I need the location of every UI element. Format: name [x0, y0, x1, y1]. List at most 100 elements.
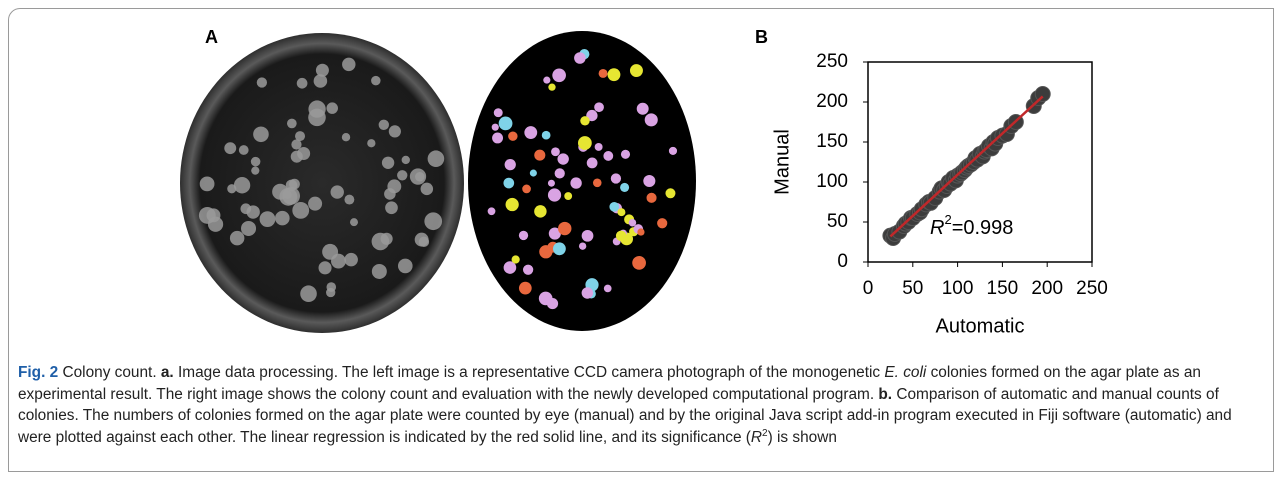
colony: [398, 259, 413, 274]
panel-label: A: [205, 27, 218, 47]
colony: [387, 179, 401, 193]
colony: [389, 125, 401, 137]
colony: [287, 119, 297, 129]
y-tick-label: 100: [816, 171, 848, 192]
colony-marker: [593, 178, 602, 187]
colony-marker: [657, 218, 667, 228]
colony: [251, 167, 259, 175]
y-tick-label: 250: [816, 51, 848, 72]
colony-marker: [543, 77, 550, 84]
colony-marker: [616, 231, 627, 242]
colony-marker: [570, 177, 581, 188]
caption-run: Fig. 2: [18, 364, 58, 381]
colony: [326, 288, 335, 297]
colony-marker: [599, 69, 608, 78]
colony-marker: [534, 150, 545, 161]
y-tick-label: 150: [816, 131, 848, 152]
processed-image: [468, 31, 696, 331]
colony-marker: [629, 219, 637, 227]
colony-marker: [558, 222, 571, 235]
colony: [275, 211, 290, 226]
colony-marker: [579, 242, 586, 249]
colony: [382, 157, 394, 169]
colony: [381, 233, 393, 245]
colony: [316, 64, 329, 77]
colony: [397, 170, 407, 180]
colony: [200, 177, 215, 192]
caption-run: b.: [878, 386, 892, 403]
colony: [385, 201, 398, 214]
colony: [251, 157, 261, 167]
y-tick-label: 0: [837, 251, 848, 272]
colony-marker: [645, 113, 658, 126]
colony-marker: [578, 136, 592, 150]
panel-label: B: [755, 27, 768, 47]
colony-marker: [608, 68, 621, 81]
colony-marker: [630, 64, 643, 77]
colony-marker: [574, 52, 586, 64]
colony-marker: [665, 188, 675, 198]
colony-marker: [617, 208, 625, 216]
colony: [402, 156, 410, 164]
colony: [322, 244, 338, 260]
colony: [234, 177, 250, 193]
colony-marker: [530, 170, 537, 177]
colony-marker: [564, 192, 572, 200]
colony: [350, 218, 358, 226]
y-tick-label: 200: [816, 91, 848, 112]
colony: [326, 102, 338, 114]
colony-marker: [492, 124, 499, 131]
colony-marker: [523, 265, 533, 275]
colony-marker: [506, 198, 519, 211]
colony-marker: [512, 255, 520, 263]
colony-marker: [548, 188, 561, 201]
colony: [257, 77, 267, 87]
colony: [424, 212, 442, 230]
colony: [371, 76, 380, 85]
colony: [291, 151, 303, 163]
colony-marker: [508, 131, 517, 140]
colony: [421, 183, 434, 196]
colony-marker: [519, 282, 532, 295]
colony: [372, 264, 387, 279]
caption: Fig. 2 Colony count. a. Image data proce…: [18, 362, 1266, 448]
colony: [428, 150, 445, 167]
colony-marker: [604, 285, 612, 293]
x-tick-label: 50: [902, 278, 923, 299]
colony: [415, 172, 425, 182]
colony-marker: [539, 292, 553, 306]
annotation-part: =0.998: [952, 217, 1014, 239]
colony: [253, 127, 269, 143]
colony: [319, 261, 332, 274]
colony-marker: [542, 131, 551, 140]
colony-marker: [595, 143, 603, 151]
colony: [300, 285, 317, 302]
colony-marker: [488, 207, 496, 215]
colony-marker: [524, 126, 537, 139]
colony-marker: [594, 102, 604, 112]
colony: [260, 211, 276, 227]
colony-marker: [519, 231, 528, 240]
caption-run: Colony count.: [58, 364, 161, 381]
colony-marker: [553, 242, 566, 255]
colony: [308, 197, 322, 211]
colony: [342, 58, 355, 71]
colony-marker: [611, 173, 621, 183]
colony-marker: [499, 117, 513, 131]
colony-marker: [643, 175, 655, 187]
annotation-part: R: [930, 217, 944, 239]
colony: [292, 202, 309, 219]
colony: [344, 195, 354, 205]
caption-run: R: [751, 429, 762, 446]
colony-marker: [548, 180, 555, 187]
colony-marker: [580, 116, 589, 125]
colony: [342, 133, 350, 141]
x-axis-label: Automatic: [936, 315, 1025, 337]
colony: [367, 139, 375, 147]
colony-marker: [620, 183, 629, 192]
colony-marker: [669, 147, 677, 155]
colony-marker: [492, 133, 503, 144]
regression-line: [890, 96, 1042, 236]
r-squared: R2=0.998: [930, 212, 1013, 239]
colony-marker: [548, 84, 555, 91]
